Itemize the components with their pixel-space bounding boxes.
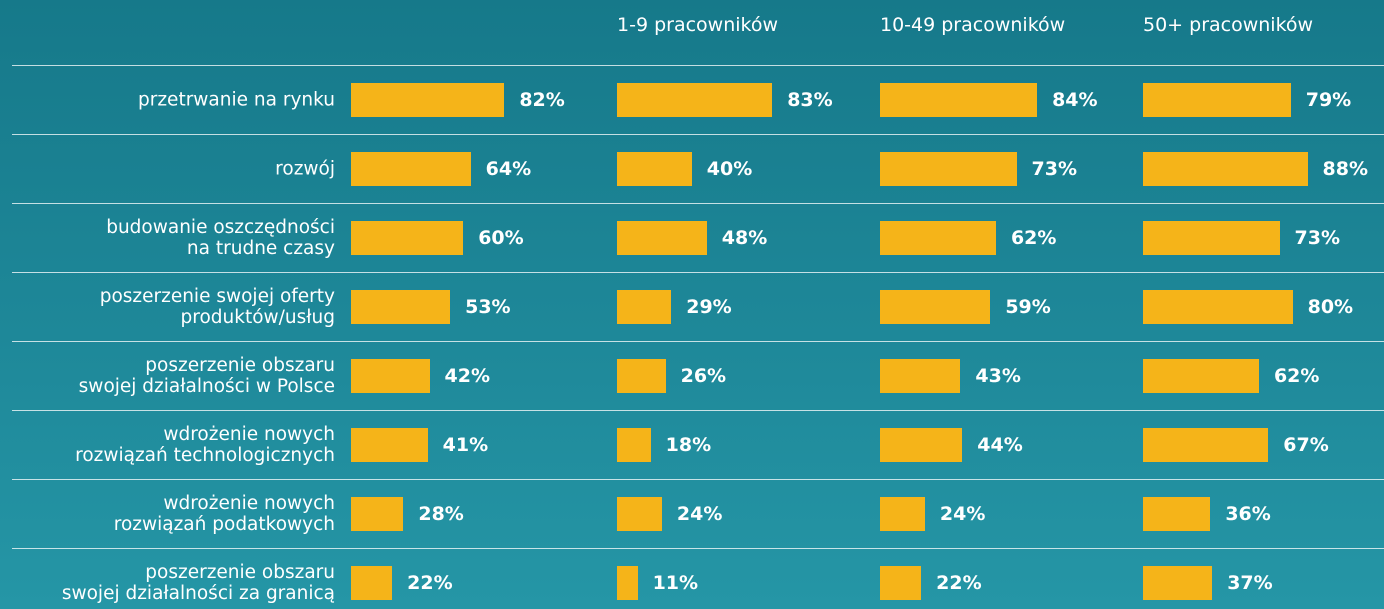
bar <box>880 496 925 531</box>
bar <box>351 82 505 117</box>
separator <box>12 479 1384 480</box>
separator <box>12 272 1384 273</box>
column-header: 1-9 pracowników <box>617 14 779 36</box>
bar <box>880 289 991 324</box>
column-header: 50+ pracowników <box>1143 14 1314 36</box>
bar <box>1143 220 1280 255</box>
category-label: rozwój <box>275 158 335 179</box>
value-label: 80% <box>1307 295 1354 318</box>
bar <box>880 358 961 393</box>
bar <box>880 220 996 255</box>
separator <box>12 203 1384 204</box>
value-label: 37% <box>1227 571 1273 594</box>
bar <box>617 289 672 324</box>
value-label: 48% <box>721 226 768 249</box>
value-label: 22% <box>936 571 982 594</box>
bar <box>617 151 692 186</box>
separator <box>12 134 1384 135</box>
bar <box>1143 496 1211 531</box>
value-label: 22% <box>407 571 453 594</box>
category-label: wdrożenie nowych rozwiązań podatkowych <box>113 492 335 535</box>
value-label: 24% <box>676 502 723 525</box>
separator <box>12 65 1384 66</box>
bar <box>617 565 638 600</box>
bar <box>1143 289 1293 324</box>
value-label: 40% <box>706 157 753 180</box>
value-label: 62% <box>1273 364 1320 387</box>
bar <box>617 82 773 117</box>
value-label: 82% <box>519 88 565 111</box>
value-label: 88% <box>1322 157 1369 180</box>
bar <box>351 358 430 393</box>
separator <box>12 548 1384 549</box>
value-label: 41% <box>442 433 489 456</box>
value-label: 73% <box>1031 157 1077 180</box>
separator <box>12 410 1384 411</box>
bar <box>351 565 393 600</box>
value-label: 67% <box>1283 433 1329 456</box>
bar <box>880 82 1038 117</box>
bar <box>880 427 963 462</box>
value-label: 79% <box>1305 88 1352 111</box>
value-label: 83% <box>787 88 833 111</box>
bar <box>617 358 666 393</box>
category-label: poszerzenie obszaru swojej działalności … <box>78 354 335 397</box>
bar <box>351 151 471 186</box>
value-label: 29% <box>686 295 732 318</box>
bar <box>617 496 662 531</box>
category-label: poszerzenie obszaru swojej działalności … <box>61 561 335 604</box>
category-label: wdrożenie nowych rozwiązań technologiczn… <box>75 423 335 466</box>
bar <box>351 289 451 324</box>
category-label: poszerzenie swojej oferty produktów/usłu… <box>99 285 335 328</box>
value-label: 44% <box>977 433 1023 456</box>
bar <box>351 427 428 462</box>
value-label: 73% <box>1294 226 1340 249</box>
bar <box>351 496 404 531</box>
bar <box>1143 427 1269 462</box>
value-label: 42% <box>444 364 491 387</box>
bar <box>880 151 1017 186</box>
bar <box>1143 151 1308 186</box>
bar <box>880 565 922 600</box>
value-label: 28% <box>418 502 464 525</box>
value-label: 43% <box>975 364 1021 387</box>
bar <box>1143 358 1259 393</box>
category-label: budowanie oszczędności na trudne czasy <box>106 216 335 259</box>
category-label: przetrwanie na rynku <box>138 89 335 110</box>
bar <box>617 220 707 255</box>
bar <box>1143 565 1213 600</box>
value-label: 62% <box>1010 226 1057 249</box>
value-label: 11% <box>652 571 699 594</box>
column-header: 10-49 pracowników <box>880 14 1066 36</box>
separator <box>12 341 1384 342</box>
value-label: 26% <box>680 364 727 387</box>
bar <box>351 220 464 255</box>
bar <box>1143 82 1291 117</box>
value-label: 60% <box>478 226 524 249</box>
value-label: 59% <box>1005 295 1051 318</box>
value-label: 53% <box>465 295 511 318</box>
value-label: 36% <box>1225 502 1271 525</box>
value-label: 24% <box>939 502 986 525</box>
value-label: 18% <box>665 433 712 456</box>
value-label: 84% <box>1052 88 1098 111</box>
value-label: 64% <box>485 157 532 180</box>
bar <box>617 427 651 462</box>
